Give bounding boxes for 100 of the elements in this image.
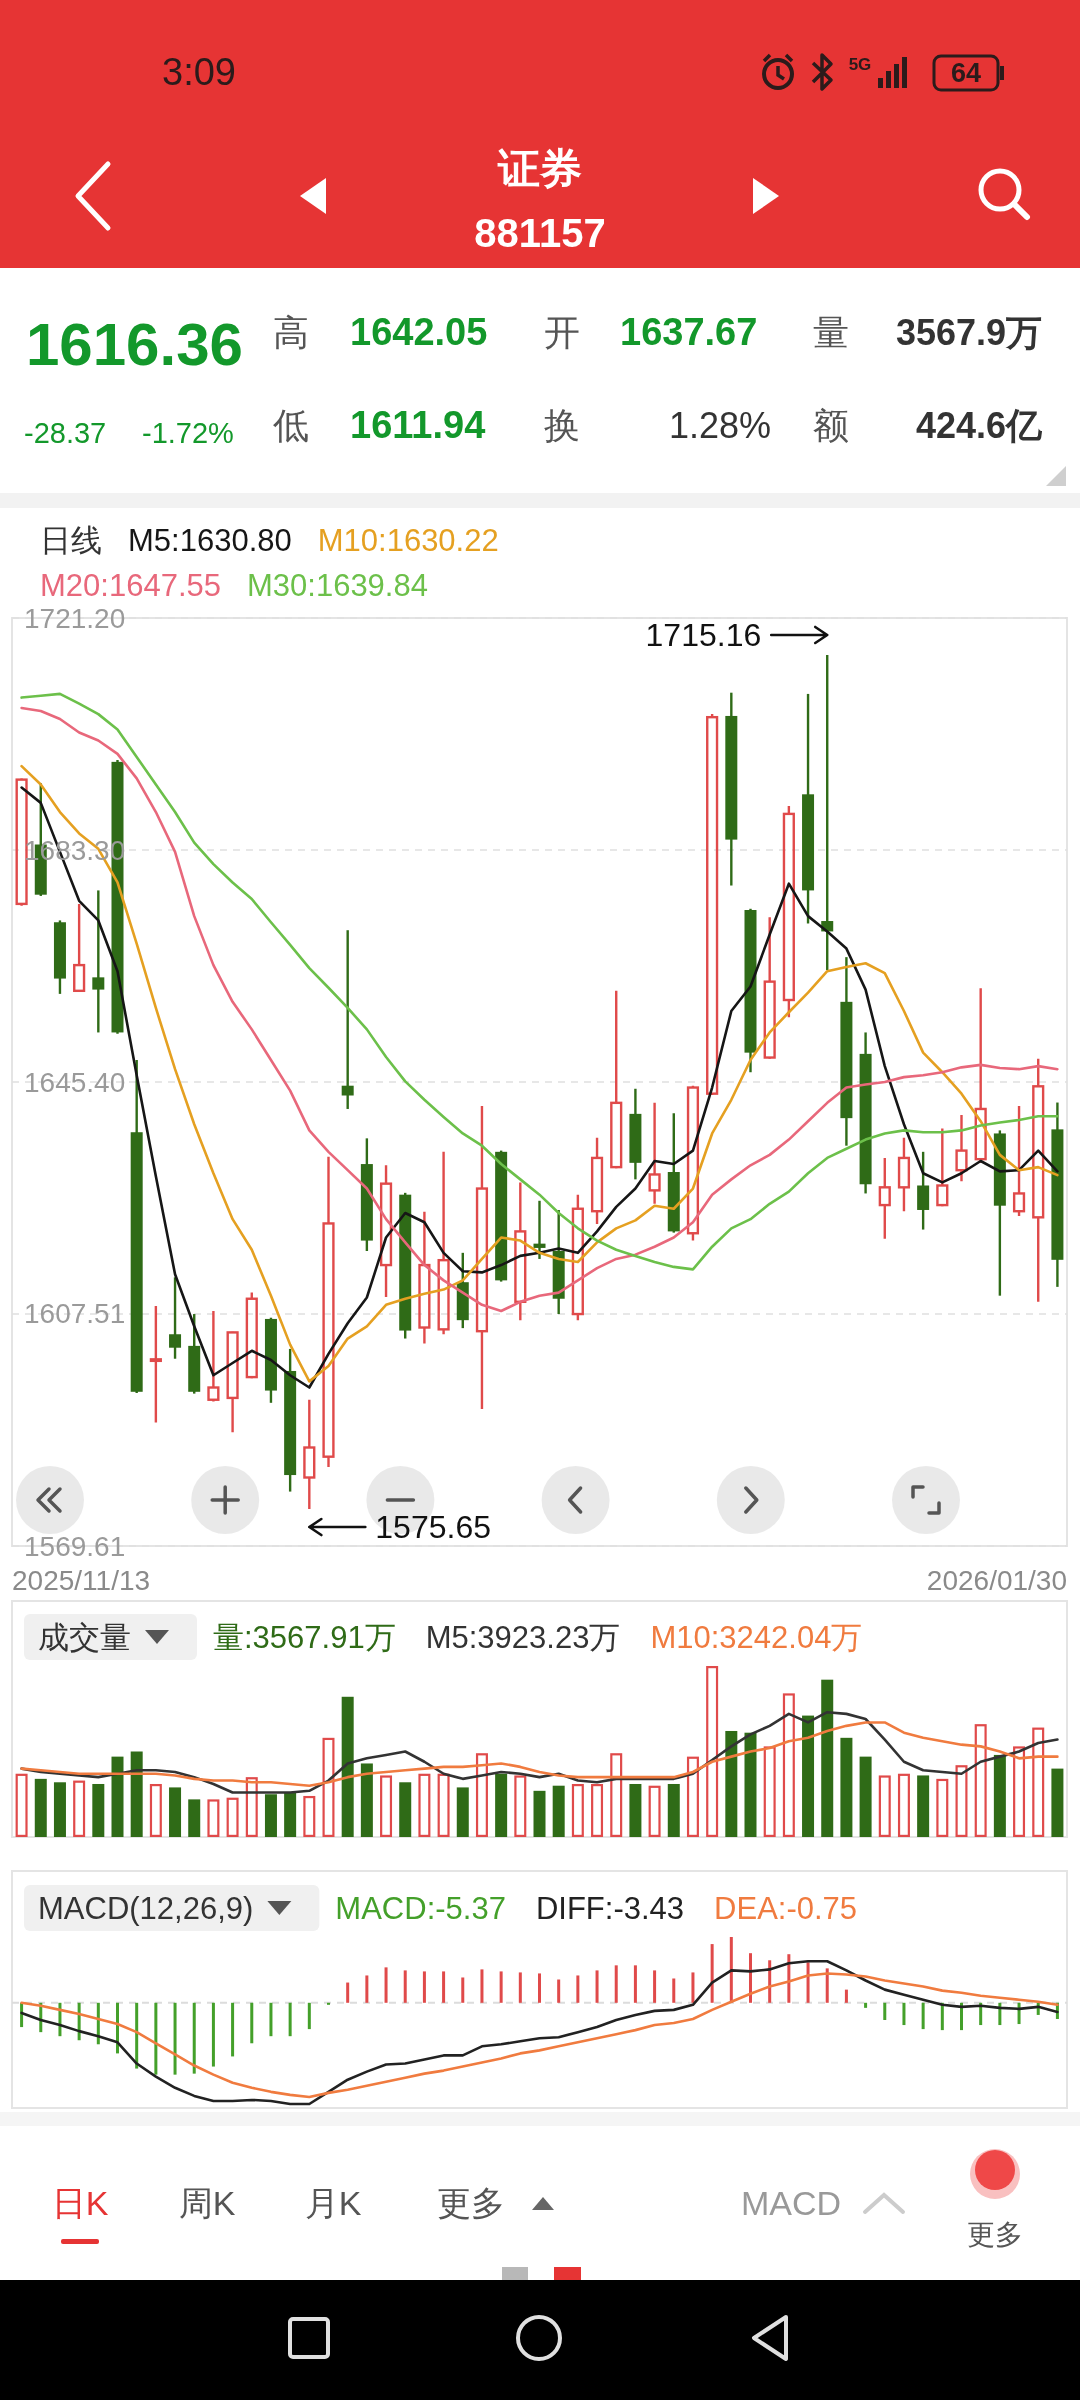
candlestick: [1012, 1104, 1026, 1218]
bar: [538, 1973, 541, 2003]
candlestick: [475, 1104, 489, 1411]
bar: [34, 1778, 47, 1837]
bar: [744, 1732, 757, 1837]
bar: [380, 1775, 393, 1837]
bar: [840, 1737, 853, 1837]
text: 更多: [967, 2218, 1023, 2250]
text: 3567.9万: [895, 311, 1042, 353]
bar: [1032, 1727, 1045, 1837]
bar: [399, 1782, 412, 1837]
bar: [307, 2002, 311, 2030]
candlestick: [782, 804, 795, 1019]
bar: [955, 1765, 968, 1837]
bar: [135, 2002, 139, 2069]
bar: [591, 1783, 604, 1837]
candlestick: [149, 1304, 162, 1424]
bar: [288, 2002, 292, 2037]
bar: [499, 1971, 503, 2003]
candlestick: [955, 1113, 968, 1183]
bar: [710, 1944, 714, 2003]
bar: [825, 1968, 829, 2003]
bar: [475, 1753, 488, 1837]
text: 3:09: [162, 51, 236, 93]
bar: [264, 1794, 277, 1837]
text: MACD:-5.37: [335, 1890, 506, 1926]
candlestick: [610, 989, 623, 1169]
text: 量:3567.91万: [213, 1619, 396, 1655]
text: 低: [273, 404, 309, 446]
y-tick-label: 1607.51: [24, 1298, 126, 1330]
text: 881157: [474, 211, 606, 255]
bar: [648, 1785, 661, 1837]
bar: [154, 2002, 158, 2075]
bar: [576, 1975, 580, 2003]
bar: [859, 1756, 872, 1837]
chart-title: 成交量: [38, 1619, 131, 1655]
text: 高: [273, 311, 309, 353]
bar: [763, 1746, 776, 1837]
text: 量: [813, 311, 849, 353]
text: 1611.94: [350, 404, 486, 446]
bar: [169, 1787, 182, 1837]
text: -28.37: [24, 417, 107, 449]
bar: [729, 1937, 733, 2003]
text: 424.6亿: [915, 404, 1043, 446]
bar: [691, 1972, 695, 2003]
bar: [633, 1965, 637, 2003]
bar: [250, 2002, 254, 2044]
candlestick: [322, 1155, 335, 1469]
candlestick: [533, 1199, 546, 1261]
bar: [936, 1778, 949, 1837]
text: 1642.05: [350, 311, 488, 353]
bar: [269, 2002, 273, 2037]
bar: [188, 1799, 201, 1837]
bar: [571, 1783, 584, 1837]
bar: [595, 1970, 599, 2003]
bar: [456, 1787, 469, 1837]
candlestick: [897, 1136, 911, 1213]
text: 1616.36: [26, 310, 243, 378]
legend-title: 日线: [40, 522, 102, 558]
candlestick: [92, 889, 105, 1034]
bar: [437, 1773, 450, 1837]
bar: [403, 1970, 407, 2003]
bar: [864, 2002, 868, 2008]
bar: [974, 1724, 987, 1837]
bar: [442, 1971, 446, 2003]
bar: [422, 1971, 426, 2003]
bar: [940, 2002, 944, 2031]
bar: [73, 1780, 86, 1837]
bar: [979, 2002, 983, 2026]
candlestick: [303, 1398, 316, 1511]
bar: [211, 2002, 215, 2067]
bar: [495, 1773, 508, 1837]
chart-title: MACD(12,26,9): [38, 1890, 254, 1926]
candlestick: [763, 916, 776, 1059]
bar: [782, 1693, 795, 1837]
bar: [610, 1753, 623, 1837]
text: M10:3242.04万: [650, 1619, 863, 1655]
bar: [557, 1979, 561, 2003]
text: 64: [950, 58, 982, 88]
bar: [341, 1696, 354, 1837]
text: 周K: [178, 2184, 236, 2222]
candlestick: [936, 1127, 949, 1207]
text: 2025/11/13: [12, 1564, 151, 1596]
y-tick-label: 1721.20: [24, 602, 126, 634]
text: DIFF:-3.43: [535, 1890, 685, 1926]
candlestick: [379, 1164, 393, 1299]
bar: [686, 1756, 699, 1837]
candlestick: [590, 1136, 604, 1226]
candlestick: [341, 929, 354, 1111]
bar: [245, 1777, 258, 1837]
candlestick: [437, 1150, 450, 1336]
candlestick: [571, 1193, 584, 1322]
candlestick: [514, 1181, 527, 1322]
bar: [149, 1783, 162, 1837]
bar: [993, 1754, 1006, 1837]
bar: [360, 1763, 373, 1837]
candlestick: [73, 902, 86, 993]
text: 日K: [51, 2184, 109, 2222]
bar: [461, 1977, 465, 2003]
bar: [802, 1715, 815, 1837]
